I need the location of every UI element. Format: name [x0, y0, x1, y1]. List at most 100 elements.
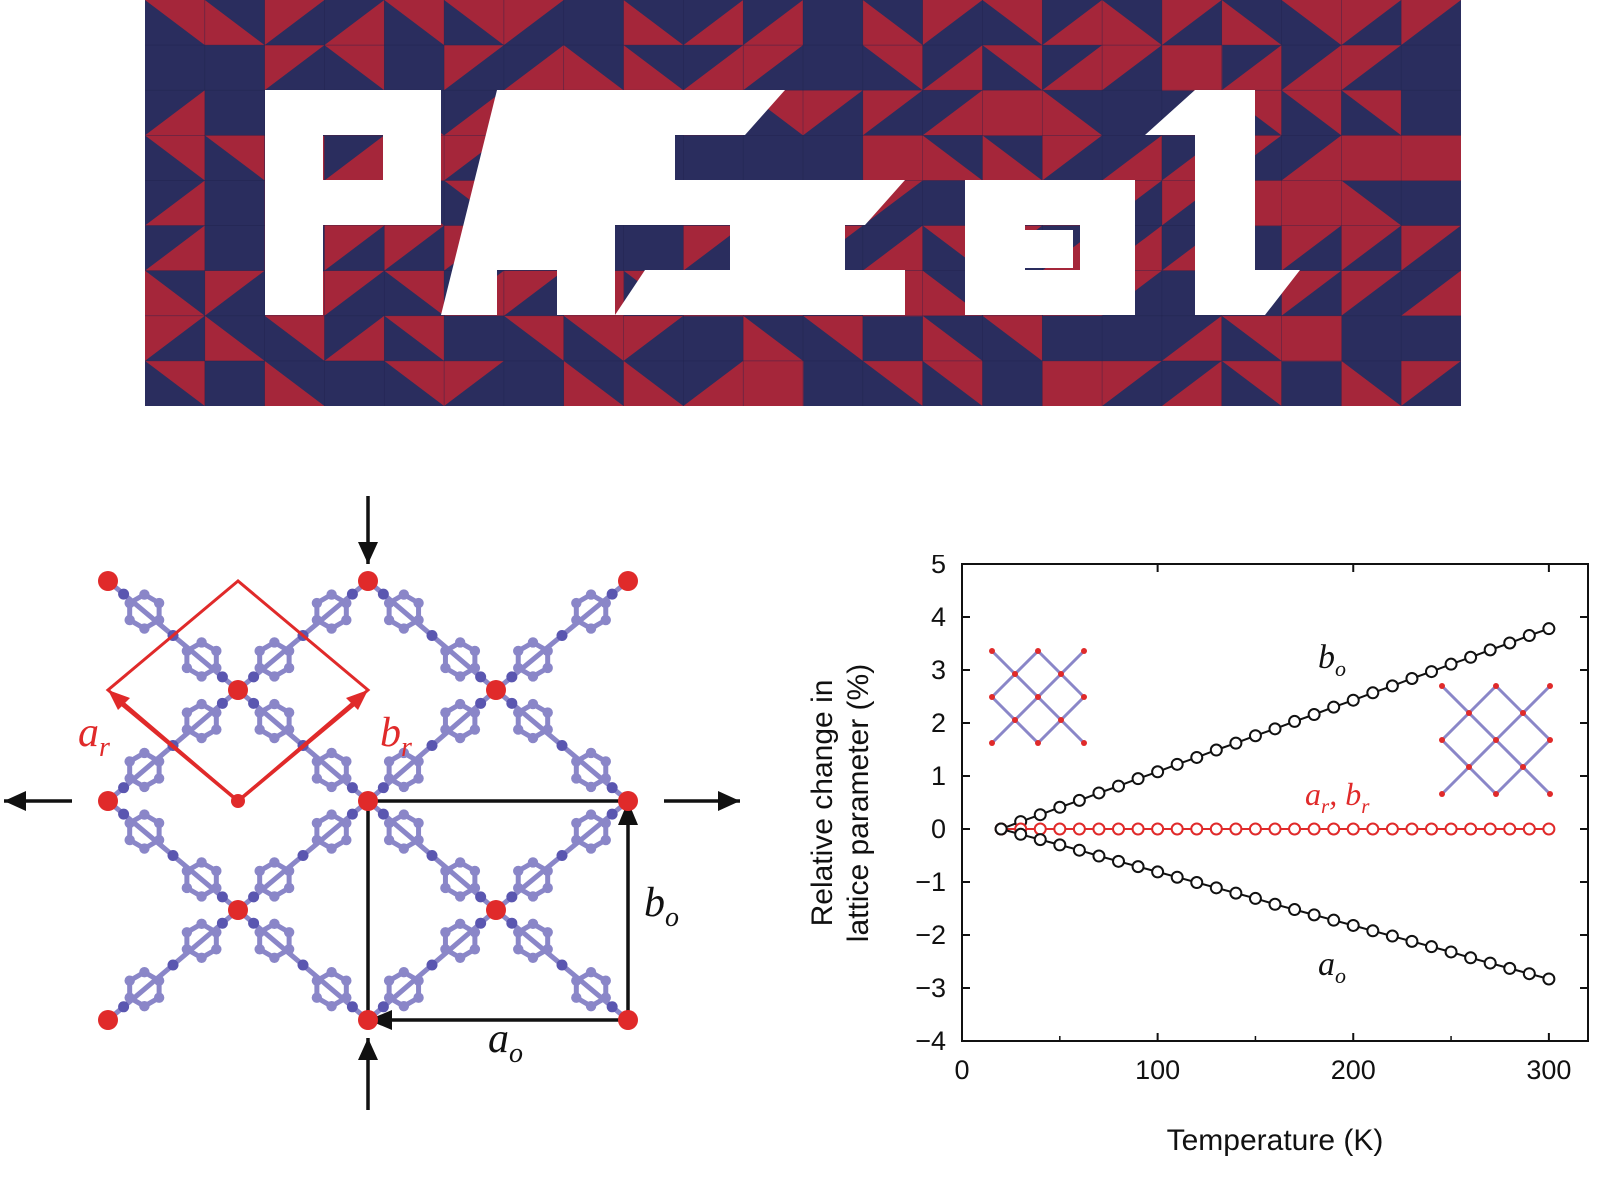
carbon-atom [542, 865, 553, 877]
x-tick-label: 300 [1526, 1055, 1571, 1085]
inset-node [1466, 764, 1472, 770]
data-point [1151, 865, 1165, 879]
carbon-atom [600, 992, 611, 1003]
carbon-atom [181, 927, 193, 938]
nitrogen-atom [475, 891, 487, 903]
banner-tile [1281, 315, 1342, 362]
y-tick-label: 3 [931, 655, 946, 685]
carbon-atom [469, 724, 481, 735]
inset-node [1520, 710, 1526, 716]
carbon-atom [383, 817, 395, 829]
carbon-atom [311, 834, 323, 846]
inset-node [1058, 671, 1064, 677]
carbon-atom [571, 773, 582, 784]
banner-tile [503, 45, 564, 91]
label-a-o: ao [488, 1016, 523, 1069]
banner-tile [145, 135, 205, 181]
banner-tile [1102, 360, 1162, 406]
data-point [1072, 793, 1086, 807]
inset-node [1439, 683, 1445, 689]
carbon-atom [181, 865, 193, 877]
banner-tile [503, 315, 564, 361]
banner-tile [1161, 315, 1222, 361]
banner-tile [1281, 135, 1342, 181]
banner-tile [563, 315, 624, 361]
carbon-atom [124, 992, 135, 1003]
carbon-atom [542, 662, 553, 674]
carbon-atom [124, 975, 135, 986]
banner-tile [444, 360, 504, 406]
data-point [1405, 934, 1419, 948]
lattice-parameter-chart: 5 4 3 2 1 0 −1 −2 −3 −4 0 100 200 300 Temperature (K… [806, 555, 1589, 1157]
nitrogen-atom [377, 808, 389, 820]
carbon-atom [153, 773, 165, 784]
inset-node [1081, 648, 1087, 654]
y-tick-label: −4 [915, 1026, 946, 1056]
carbon-atom [513, 944, 524, 955]
data-point [1151, 822, 1165, 836]
inset-node [1547, 683, 1553, 689]
data-point [1307, 822, 1321, 836]
carbon-atom [211, 927, 222, 938]
carbon-atom [124, 614, 135, 626]
carbon-atom [181, 707, 193, 718]
carbon-atom [398, 967, 410, 978]
carbon-atom [513, 882, 524, 894]
banner-tile [1341, 180, 1402, 226]
carbon-atom [398, 1001, 410, 1012]
banner-tile [563, 45, 624, 91]
data-point [1327, 913, 1341, 927]
carbon-atom [440, 865, 451, 877]
banner-tile [1281, 270, 1342, 316]
data-point [1053, 822, 1067, 836]
metal-node [228, 900, 248, 920]
carbon-atom [413, 992, 424, 1003]
data-point [1483, 643, 1497, 657]
carbon-atom [341, 834, 352, 846]
banner-tile [1341, 45, 1402, 91]
banner-tile [683, 360, 744, 406]
inset-linker [1440, 738, 1471, 769]
inset-node [989, 648, 995, 654]
banner-tile [384, 315, 445, 361]
metal-node [98, 791, 118, 811]
inset-linker [990, 718, 1017, 745]
data-point [1248, 729, 1262, 743]
data-point [1464, 650, 1478, 664]
carbon-atom [181, 645, 193, 657]
data-point [1268, 897, 1282, 911]
carbon-atom [542, 944, 553, 955]
y-tick-label: 5 [931, 555, 946, 579]
banner-tile [1281, 90, 1342, 136]
pascal-logo-text [265, 90, 1300, 315]
carbon-atom [211, 944, 222, 955]
metal-node [618, 791, 638, 811]
series-label-a-o: ao [1318, 946, 1346, 988]
data-point [1307, 708, 1321, 722]
carbon-atom [454, 952, 466, 963]
carbon-atom [542, 882, 553, 894]
nitrogen-atom [556, 740, 568, 751]
data-point [1483, 822, 1497, 836]
arrow-b-o-head [618, 801, 638, 825]
x-tick-label: 0 [954, 1055, 969, 1085]
data-point [1014, 827, 1028, 841]
data-point [1248, 891, 1262, 905]
carbon-atom [600, 975, 611, 986]
banner-tile [145, 180, 205, 226]
banner-tile [324, 0, 385, 46]
carbon-atom [211, 865, 222, 877]
carbon-atom [398, 747, 410, 759]
linker-strut [366, 579, 498, 692]
carbon-atom [440, 882, 451, 894]
data-point [1112, 779, 1125, 793]
inset-linker [1059, 695, 1086, 722]
data-point [1131, 860, 1145, 874]
nitrogen-atom [506, 917, 518, 929]
banner-tile [1281, 225, 1342, 271]
carbon-atom [341, 773, 352, 784]
carbon-atom [341, 975, 352, 986]
label-b-o: bo [644, 880, 679, 933]
nitrogen-atom [346, 588, 358, 600]
carbon-atom [269, 671, 280, 682]
